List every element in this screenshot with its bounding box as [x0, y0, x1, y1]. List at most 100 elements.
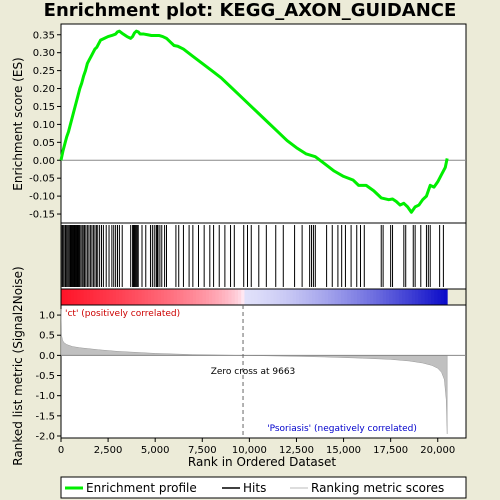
color-bar-segment: [440, 289, 445, 305]
color-bar-segment: [70, 289, 75, 305]
color-bar-segment: [102, 289, 107, 305]
color-bar-segment: [212, 289, 216, 305]
color-bar-segment: [295, 289, 300, 305]
color-bar-segment: [283, 289, 287, 305]
x-axis-label: Rank in Ordered Dataset: [188, 455, 336, 469]
color-bar-segment: [80, 289, 85, 305]
es-ylabel: Enrichment score (ES): [11, 57, 25, 190]
color-bar-segment: [305, 289, 310, 305]
color-bar-segment: [131, 289, 136, 305]
x-tick-label: 17,500: [373, 445, 408, 456]
legend-label: Ranking metric scores: [311, 481, 444, 495]
color-bar-segment: [279, 289, 284, 305]
color-bar-segment: [263, 289, 268, 305]
x-tick-label: 20,000: [420, 445, 455, 456]
color-bar-segment: [418, 289, 422, 305]
color-bar-segment: [360, 289, 364, 305]
color-bar-segment: [421, 289, 426, 305]
color-bar-segment: [260, 289, 265, 305]
color-bar-segment: [196, 289, 200, 305]
color-bar-segment: [270, 289, 274, 305]
color-bar-segment: [77, 289, 81, 305]
color-bar-segment: [353, 289, 358, 305]
metric-y-tick-label: 1.0: [39, 311, 55, 322]
color-bar-segment: [302, 289, 307, 305]
color-bar-segment: [373, 289, 377, 305]
color-bar-segment: [157, 289, 162, 305]
metric-y-tick-label: 0.5: [39, 331, 55, 342]
x-tick-label: 0: [58, 445, 64, 456]
color-bar-segment: [83, 289, 88, 305]
x-tick-label: 10,000: [232, 445, 267, 456]
color-bar-segment: [379, 289, 384, 305]
color-bar-segment: [180, 289, 184, 305]
x-tick-label: 2,500: [94, 445, 123, 456]
color-bar-segment: [299, 289, 303, 305]
color-bar-segment: [234, 289, 239, 305]
es-y-tick-label: 0.35: [33, 30, 55, 41]
legend-frame: [60, 476, 467, 499]
color-bar-segment: [398, 289, 403, 305]
es-y-tick-label: 0.15: [33, 102, 55, 113]
color-bar-segment: [369, 289, 374, 305]
es-y-tick-label: -0.10: [29, 192, 55, 203]
metric-panel-frame: [60, 304, 467, 439]
color-bar-segment: [141, 289, 146, 305]
color-bar-segment: [135, 289, 139, 305]
color-bar-segment: [183, 289, 188, 305]
es-y-tick-label: 0.05: [33, 138, 55, 149]
color-bar-segment: [424, 289, 429, 305]
color-bar-segment: [337, 289, 342, 305]
color-bar-segment: [189, 289, 194, 305]
color-bar-segment: [176, 289, 181, 305]
es-line: [59, 29, 449, 214]
color-bar-segment: [115, 289, 120, 305]
metric-area: [60, 309, 448, 434]
color-bar-segment: [64, 289, 68, 305]
color-bar-segment: [205, 289, 210, 305]
color-bar-segment: [431, 289, 435, 305]
color-bar-segment: [73, 289, 78, 305]
negative-label: 'Psoriasis' (negatively correlated): [267, 424, 417, 434]
color-bar-segment: [170, 289, 175, 305]
color-bar-segment: [202, 289, 207, 305]
color-bar-segment: [389, 289, 393, 305]
color-bar-segment: [273, 289, 278, 305]
metric-y-tick-label: 0.0: [39, 351, 55, 362]
color-bar-segment: [250, 289, 255, 305]
color-bar-segment: [308, 289, 313, 305]
color-bar-segment: [144, 289, 149, 305]
color-bar-segment: [289, 289, 294, 305]
color-bar-segment: [292, 289, 297, 305]
color-bar-segment: [67, 289, 72, 305]
color-bar-segment: [366, 289, 371, 305]
color-bar-segment: [154, 289, 159, 305]
es-y-tick-label: 0.10: [33, 120, 55, 131]
color-bar-segment: [112, 289, 117, 305]
color-bar-segment: [199, 289, 204, 305]
metric-ylabel: Ranked list metric (Signal2Noise): [11, 266, 25, 465]
color-bar-segment: [392, 289, 397, 305]
color-bar-segment: [318, 289, 323, 305]
zero-cross-label: Zero cross at 9663: [211, 367, 296, 377]
color-bar-segment: [241, 289, 245, 305]
color-bar-segment: [363, 289, 368, 305]
x-ticks: 0 2,500 5,000 7,500 10,000 12,500 15,000 17,500…: [58, 438, 455, 456]
color-bar-segment: [221, 289, 226, 305]
x-tick-label: 5,000: [141, 445, 170, 456]
es-panel-frame: [60, 23, 467, 224]
metric-y-tick-label: -2.0: [35, 431, 55, 442]
color-bar-segment: [405, 289, 410, 305]
x-tick-label: 15,000: [326, 445, 361, 456]
color-bar-segment: [231, 289, 236, 305]
color-bar-segment: [402, 289, 406, 305]
x-tick-label: 7,500: [188, 445, 217, 456]
color-bar-segment: [414, 289, 419, 305]
color-bar-segment: [167, 289, 171, 305]
color-bar-segment: [186, 289, 191, 305]
es-y-tick-label: -0.05: [29, 174, 55, 185]
color-bar-segment: [237, 289, 242, 305]
es-y-ticks: -0.15 -0.10 -0.05 0.00 0.05 0.10 0.15 0.20 0.25 0…: [29, 30, 61, 221]
color-bar-segment: [350, 289, 355, 305]
